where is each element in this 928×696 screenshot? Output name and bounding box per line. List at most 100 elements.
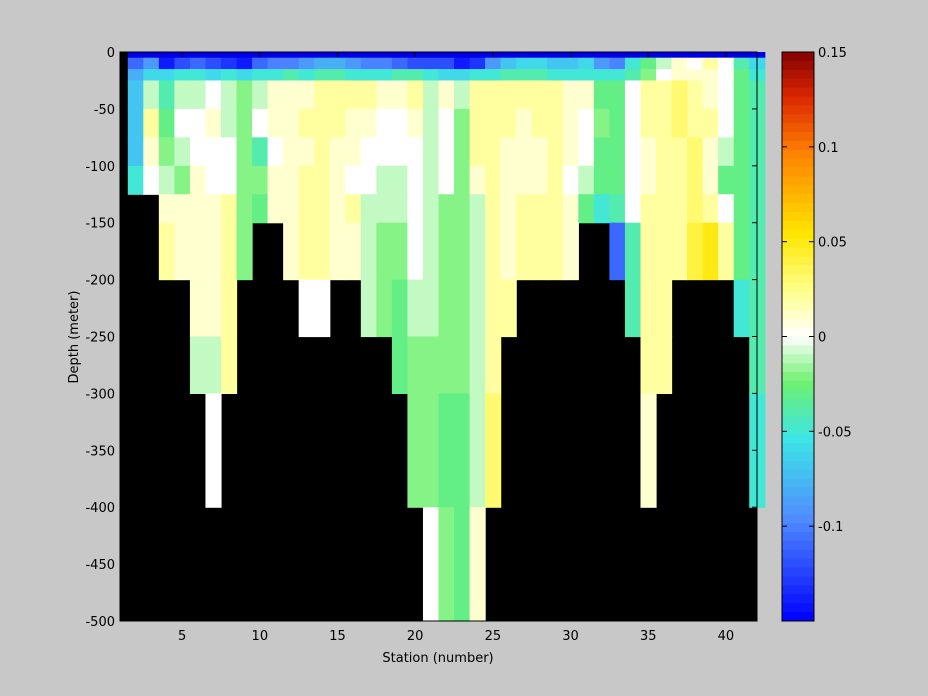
colorbar-swatch [782,238,814,249]
heatmap-cell [422,57,440,70]
heatmap-cell [516,165,533,195]
heatmap-cell [205,165,222,195]
heatmap-cell [407,165,424,195]
heatmap-cell [547,108,564,138]
x-tick-label: 35 [640,629,657,644]
colorbar-swatch [782,327,814,337]
heatmap-cell [609,80,626,110]
heatmap-cell [671,52,688,59]
heatmap-cell [671,69,688,82]
heatmap-cell [656,222,673,281]
heatmap-cell [702,165,719,195]
heatmap-cell [360,80,377,110]
heatmap-cell [298,69,315,82]
colorbar-tick-label: 0 [818,331,826,346]
heatmap-cell [345,57,362,70]
heatmap-cell [578,52,595,59]
heatmap-cell [671,80,688,110]
heatmap-cell [298,194,315,224]
colorbar-swatch [782,292,814,302]
heatmap-cell [687,69,704,82]
heatmap-cell [205,393,222,508]
heatmap-cell [624,279,642,338]
heatmap-cell [609,69,626,82]
heatmap-cell [438,336,455,394]
heatmap-cell [656,137,673,167]
heatmap-cell [516,194,533,224]
heatmap-cell [360,279,377,338]
heatmap-cell [314,165,331,195]
heatmap-cell [516,57,533,70]
heatmap-cell [314,222,331,281]
x-tick-label: 20 [407,629,424,644]
heatmap-cell [267,52,284,59]
heatmap-cell [422,194,440,224]
colorbar-swatch [782,78,814,89]
heatmap-cell [469,137,486,167]
colorbar-swatch [782,185,814,195]
heatmap-cell [500,194,517,224]
heatmap-cell [236,80,253,110]
colorbar-swatch [782,487,814,498]
heatmap-cell [640,336,657,394]
heatmap-cell [562,80,579,110]
heatmap-cell [360,57,377,70]
heatmap-cell [640,222,657,281]
y-tick-label: -250 [85,331,115,346]
heatmap-cell [298,52,315,59]
heatmap-cell [624,52,642,59]
colorbar-swatch [782,469,814,480]
heatmap-cell [376,52,393,59]
heatmap-cell [127,80,144,110]
heatmap-cell [205,279,222,338]
heatmap-cell [469,108,486,138]
heatmap-cell [345,137,362,167]
heatmap-cell [205,80,222,110]
heatmap-cell [158,69,175,82]
heatmap-cell [314,69,331,82]
heatmap-cell [391,279,409,338]
heatmap-cell [547,137,564,167]
heatmap-cell [220,222,238,281]
heatmap-cell [687,108,704,138]
heatmap-cell [189,194,207,224]
heatmap-cell [345,52,362,59]
heatmap-cell [189,57,207,70]
heatmap-cell [422,52,440,59]
heatmap-cell [267,57,284,70]
heatmap-cell [500,165,517,195]
heatmap-cell [220,69,238,82]
colorbar-swatch [782,87,814,97]
heatmap-cell [469,69,486,82]
heatmap-cell [609,222,626,281]
heatmap-cell [267,194,284,224]
heatmap-cell [252,165,269,195]
heatmap-cell [391,336,409,394]
heatmap-cell [391,108,409,138]
heatmap-cell [562,222,579,281]
heatmap-cell [407,108,424,138]
heatmap-cell [422,222,440,281]
heatmap-cell [485,69,502,82]
heatmap-cell [189,336,207,394]
heatmap-cell [314,80,331,110]
heatmap-cell [733,279,750,338]
heatmap-cell [283,69,300,82]
heatmap-cell [469,507,486,622]
heatmap-cell [143,57,160,70]
y-tick-label: -200 [85,274,115,289]
colorbar-swatch [782,398,814,409]
heatmap-cell [454,165,471,195]
heatmap-cell [593,108,611,138]
heatmap-cell [671,108,688,138]
heatmap-cell [314,57,331,70]
heatmap-cell [220,80,238,110]
heatmap-cell [391,194,409,224]
heatmap-cell [500,69,517,82]
heatmap-cell [516,80,533,110]
heatmap-cell [391,137,409,167]
colorbar-swatch [782,336,814,346]
y-tick-label: -400 [85,501,115,516]
heatmap-cell [718,165,735,195]
heatmap-cell [158,137,175,167]
